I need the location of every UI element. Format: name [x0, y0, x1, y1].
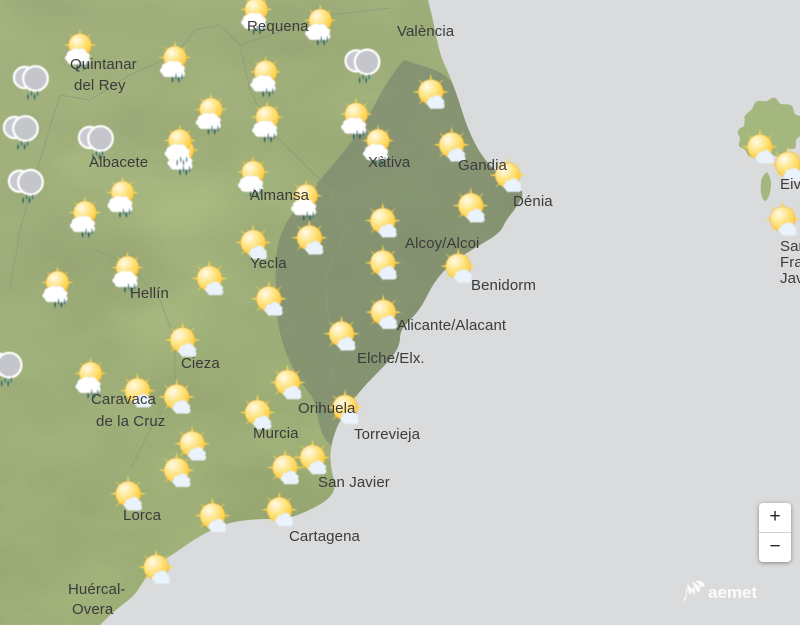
svg-text:aemet: aemet — [708, 583, 757, 602]
